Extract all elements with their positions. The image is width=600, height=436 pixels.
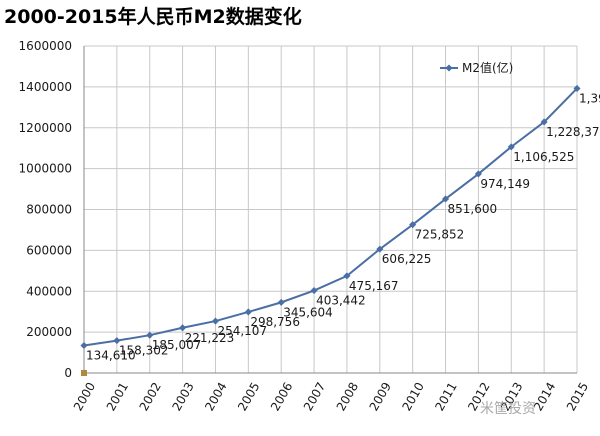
data-label: 851,600 (448, 202, 498, 216)
data-label: 725,852 (415, 228, 465, 242)
data-point (540, 118, 548, 126)
data-label: 134,610 (86, 348, 136, 362)
data-point (146, 331, 154, 339)
x-tick-label: 2009 (367, 380, 394, 413)
origin-marker (81, 370, 87, 376)
data-label: 475,167 (349, 279, 399, 293)
y-tick-label: 1000000 (19, 162, 72, 176)
x-tick-label: 2003 (169, 380, 196, 413)
data-label: 185,007 (152, 338, 202, 352)
data-label: 606,225 (382, 252, 432, 266)
data-label: 158,302 (119, 344, 169, 358)
x-tick-label: 2007 (301, 380, 328, 413)
x-tick-label: 2011 (432, 380, 459, 413)
grid-lines (83, 45, 578, 374)
data-label: 403,442 (316, 294, 366, 308)
legend-label: M2值(亿) (462, 60, 513, 75)
data-point (244, 308, 252, 316)
x-tick-label: 2001 (104, 380, 131, 413)
data-point (211, 317, 220, 325)
y-tick-label: 400000 (26, 284, 72, 298)
watermark-text: 米筐投资 (480, 401, 536, 417)
y-tick-label: 200000 (26, 325, 72, 339)
data-point (80, 341, 88, 350)
x-tick-label: 2002 (137, 380, 164, 413)
data-label: 974,149 (480, 177, 530, 191)
data-label: 221,223 (185, 331, 235, 345)
data-label: 254,107 (217, 324, 267, 338)
data-point (409, 221, 417, 229)
data-label: 298,756 (250, 315, 300, 329)
series-line (83, 87, 578, 347)
x-tick-label: 2006 (268, 380, 295, 413)
x-tick-label: 2010 (399, 380, 426, 413)
data-point (507, 143, 515, 151)
y-tick-label: 0 (64, 366, 72, 380)
y-tick-label: 600000 (26, 243, 72, 257)
series-m2 (80, 84, 581, 376)
data-point (474, 170, 482, 178)
y-tick-label: 800000 (26, 203, 72, 217)
data-label: 345,604 (283, 305, 333, 319)
y-tick-label: 1400000 (19, 80, 72, 94)
axes (83, 46, 577, 374)
x-tick-label: 2000 (71, 380, 98, 413)
x-tick-label: 2008 (334, 380, 361, 413)
legend: M2值(亿) (440, 60, 513, 75)
chart-title: 2000-2015年人民币M2数据变化 (4, 6, 302, 28)
data-labels: 134,610158,302185,007221,223254,107298,7… (86, 91, 600, 362)
data-point (179, 324, 187, 332)
y-tick-label: 1200000 (19, 121, 72, 135)
data-point (113, 337, 121, 345)
data-label: 1,106,525 (513, 150, 574, 164)
x-tick-label: 2015 (564, 380, 591, 413)
data-point (277, 298, 285, 306)
data-label: 1,228,375 (546, 125, 600, 139)
y-tick-label: 1600000 (19, 39, 72, 53)
legend-marker (445, 64, 453, 72)
x-tick-label: 2005 (235, 380, 262, 413)
data-point (441, 195, 450, 203)
data-point (376, 245, 384, 253)
data-point (343, 272, 351, 280)
data-label: 1,392,300 (579, 91, 600, 105)
data-point (310, 287, 318, 295)
y-axis-tick-labels: 0 200000 400000 600000 800000 1000000 1200000 1… (19, 39, 72, 380)
data-point (573, 84, 581, 92)
x-tick-label: 2004 (202, 380, 229, 413)
